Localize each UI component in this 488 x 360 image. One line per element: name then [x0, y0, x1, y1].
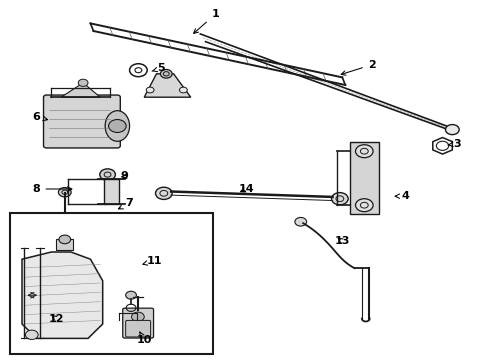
Circle shape	[25, 330, 38, 339]
Circle shape	[160, 69, 172, 78]
Text: 13: 13	[334, 236, 349, 246]
Text: 5: 5	[152, 63, 165, 73]
Circle shape	[146, 87, 154, 93]
Text: 11: 11	[142, 256, 162, 266]
Circle shape	[355, 199, 372, 212]
FancyBboxPatch shape	[43, 95, 120, 148]
Polygon shape	[22, 252, 102, 338]
Text: 8: 8	[33, 184, 72, 194]
Text: 2: 2	[341, 60, 375, 75]
Circle shape	[108, 120, 126, 132]
Circle shape	[331, 193, 347, 205]
FancyBboxPatch shape	[349, 142, 378, 214]
Circle shape	[155, 187, 172, 199]
Text: 10: 10	[136, 332, 152, 345]
FancyBboxPatch shape	[122, 308, 153, 338]
Text: 12: 12	[48, 314, 64, 324]
Circle shape	[59, 188, 71, 197]
Bar	[104, 179, 119, 204]
Circle shape	[125, 291, 136, 299]
Circle shape	[131, 312, 144, 321]
Polygon shape	[61, 83, 100, 97]
Circle shape	[179, 87, 187, 93]
Text: 7: 7	[118, 198, 133, 209]
Text: 3: 3	[447, 139, 460, 149]
FancyBboxPatch shape	[125, 320, 150, 337]
Circle shape	[355, 145, 372, 158]
Circle shape	[78, 79, 88, 86]
Text: 6: 6	[33, 112, 47, 122]
Polygon shape	[144, 74, 190, 97]
Text: 4: 4	[394, 191, 409, 201]
Text: 14: 14	[239, 184, 254, 194]
Circle shape	[294, 217, 306, 226]
Ellipse shape	[105, 111, 129, 141]
Text: 1: 1	[193, 9, 219, 33]
Circle shape	[59, 235, 70, 244]
Text: 9: 9	[121, 171, 128, 181]
Bar	[56, 239, 73, 250]
Circle shape	[100, 169, 115, 180]
Bar	[10, 213, 212, 354]
Circle shape	[445, 125, 458, 135]
